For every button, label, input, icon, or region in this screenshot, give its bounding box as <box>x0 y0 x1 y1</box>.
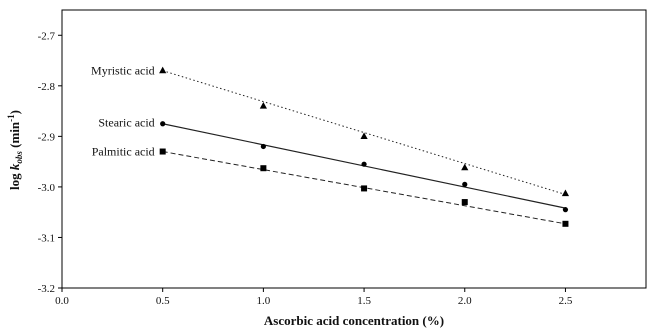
x-tick-label: 1.5 <box>357 295 371 307</box>
stearic-acid-point <box>160 121 166 127</box>
fit-lines <box>162 70 566 225</box>
y-axis-title-close: ) <box>7 110 22 114</box>
palmitic-acid-label: Palmitic acid <box>92 145 155 159</box>
myristic-acid-point <box>461 163 469 171</box>
y-tick-label: -3.0 <box>38 182 56 194</box>
y-tick-label: -3.1 <box>38 232 55 244</box>
palmitic-acid-point <box>361 185 368 192</box>
series-labels: Myristic acid Stearic acid Palmitic acid <box>91 64 155 159</box>
palmitic-acid-point <box>260 165 267 172</box>
stearic-acid-point <box>260 143 266 150</box>
y-axis-title: log kobs (min-1) <box>6 110 24 190</box>
y-axis-title-main: log <box>7 170 22 190</box>
data-markers <box>159 66 570 227</box>
y-axis-title-superscript: -1 <box>6 114 16 122</box>
y-axis-title-k: k <box>7 163 22 170</box>
y-axis-title-unit: (min <box>7 121 22 151</box>
stearic-acid-point <box>361 161 367 167</box>
stearic-acid-label: Stearic acid <box>98 116 154 130</box>
palmitic-acid-point <box>562 220 569 227</box>
palmitic-acid-point <box>159 148 166 155</box>
y-tick-label: -2.9 <box>38 131 56 143</box>
x-axis-title: Ascorbic acid concentration (%) <box>264 313 444 328</box>
myristic-acid-point <box>159 66 167 74</box>
y-axis-ticks: -2.7 -2.8 -2.9 -3.0 -3.1 -3.2 <box>38 30 62 295</box>
x-tick-label: 1.0 <box>257 295 271 307</box>
y-tick-label: -2.7 <box>38 30 56 42</box>
x-tick-label: 2.0 <box>458 295 472 307</box>
y-tick-label: -2.8 <box>38 81 56 93</box>
stearic-acid-point <box>562 207 569 213</box>
myristic-acid-label: Myristic acid <box>91 64 155 78</box>
myristic-acid-point <box>259 102 267 109</box>
y-tick-label: -3.2 <box>38 283 55 295</box>
stearic-acid-point <box>462 181 468 187</box>
myristic-acid-point <box>360 132 368 139</box>
plot-frame <box>61 9 647 289</box>
myristic-acid-point <box>561 189 570 197</box>
y-axis-title-subscript: obs <box>14 151 24 164</box>
palmitic-acid-point <box>461 199 468 206</box>
x-tick-label: 0.5 <box>156 295 170 307</box>
x-tick-label: 2.5 <box>559 295 573 307</box>
x-axis-ticks: 0.0 0.5 1.0 1.5 2.0 2.5 <box>55 288 573 307</box>
x-tick-label: 0.0 <box>55 295 69 307</box>
